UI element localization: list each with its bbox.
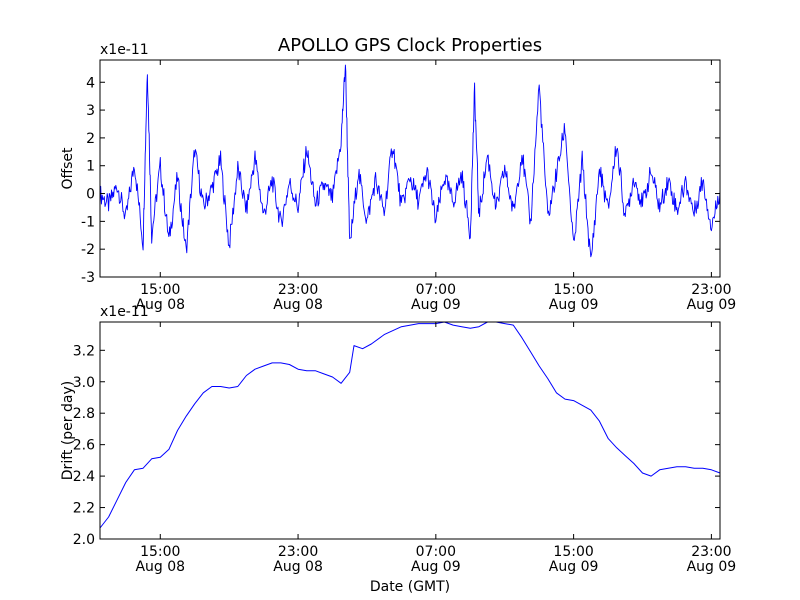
x-tick-date-label: Aug 09 bbox=[411, 559, 461, 575]
x-tick-label: 15:00 bbox=[140, 544, 180, 560]
x-tick-date-label: Aug 09 bbox=[687, 297, 737, 313]
y-tick-label: 2.4 bbox=[73, 469, 95, 485]
x-tick-label: 15:00 bbox=[140, 282, 180, 298]
y-axis-label: Offset bbox=[60, 147, 76, 190]
chart-title: APOLLO GPS Clock Properties bbox=[278, 35, 542, 56]
x-tick-label: 23:00 bbox=[278, 544, 318, 560]
x-tick-date-label: Aug 08 bbox=[135, 297, 185, 313]
y-multiplier-label: x1e-11 bbox=[100, 304, 149, 320]
x-axis-label: Date (GMT) bbox=[370, 579, 450, 595]
x-tick-date-label: Aug 08 bbox=[273, 559, 323, 575]
plot-frame bbox=[99, 59, 721, 278]
y-tick-label: 1 bbox=[86, 159, 95, 175]
x-tick-label: 23:00 bbox=[278, 282, 318, 298]
series-line bbox=[99, 64, 721, 258]
y-tick-label: -3 bbox=[81, 270, 95, 286]
y-tick-label: 2.6 bbox=[73, 438, 95, 454]
y-tick-label: 3.2 bbox=[73, 343, 95, 359]
y-tick-label: 2.2 bbox=[73, 501, 95, 517]
x-tick-label: 15:00 bbox=[553, 282, 593, 298]
y-tick-label: 2.0 bbox=[73, 532, 95, 548]
x-tick-date-label: Aug 08 bbox=[273, 297, 323, 313]
y-tick-label: 0 bbox=[86, 187, 95, 203]
y-tick-label: -2 bbox=[81, 242, 95, 258]
x-tick-label: 23:00 bbox=[691, 544, 731, 560]
x-tick-label: 07:00 bbox=[416, 282, 456, 298]
y-tick-label: 3.0 bbox=[73, 375, 95, 391]
series-line bbox=[99, 321, 721, 529]
x-tick-date-label: Aug 08 bbox=[135, 559, 185, 575]
x-tick-date-label: Aug 09 bbox=[687, 559, 737, 575]
y-tick-label: 2.8 bbox=[73, 406, 95, 422]
x-tick-date-label: Aug 09 bbox=[411, 297, 461, 313]
x-tick-label: 15:00 bbox=[553, 544, 593, 560]
y-tick-label: 4 bbox=[86, 75, 95, 91]
x-tick-label: 23:00 bbox=[691, 282, 731, 298]
y-tick-label: 3 bbox=[86, 103, 95, 119]
x-tick-date-label: Aug 09 bbox=[549, 559, 599, 575]
y-tick-label: -1 bbox=[81, 214, 95, 230]
y-multiplier-label: x1e-11 bbox=[100, 42, 149, 58]
y-axis-label: Drift (per day) bbox=[60, 381, 76, 480]
plot-frame bbox=[99, 321, 721, 540]
x-tick-label: 07:00 bbox=[416, 544, 456, 560]
y-tick-label: 2 bbox=[86, 131, 95, 147]
x-tick-date-label: Aug 09 bbox=[549, 297, 599, 313]
